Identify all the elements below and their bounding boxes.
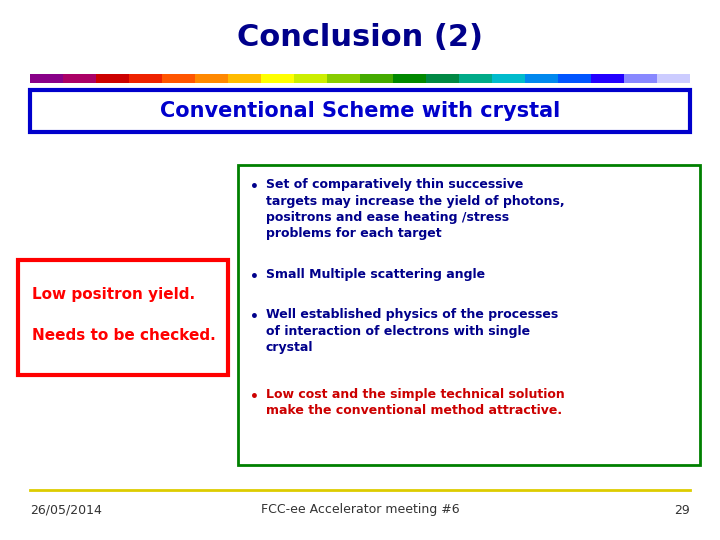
Bar xyxy=(327,73,360,83)
Bar xyxy=(624,73,657,83)
Bar xyxy=(96,73,129,83)
Bar xyxy=(426,73,459,83)
Text: Set of comparatively thin successive
targets may increase the yield of photons,
: Set of comparatively thin successive tar… xyxy=(266,178,564,240)
Bar xyxy=(30,90,690,132)
Bar xyxy=(393,73,426,83)
Bar xyxy=(162,73,195,83)
Text: •: • xyxy=(250,310,258,324)
Bar xyxy=(294,73,327,83)
Bar xyxy=(558,73,591,83)
Bar xyxy=(30,73,63,83)
Bar xyxy=(459,73,492,83)
Bar xyxy=(261,73,294,83)
Text: 26/05/2014: 26/05/2014 xyxy=(30,503,102,516)
Bar xyxy=(228,73,261,83)
Bar xyxy=(525,73,558,83)
Text: •: • xyxy=(250,390,258,404)
Text: Well established physics of the processes
of interaction of electrons with singl: Well established physics of the processe… xyxy=(266,308,558,354)
Bar xyxy=(591,73,624,83)
Bar xyxy=(238,165,700,465)
Text: •: • xyxy=(250,270,258,284)
Text: Conclusion (2): Conclusion (2) xyxy=(237,24,483,52)
Text: Needs to be checked.: Needs to be checked. xyxy=(32,327,216,342)
Text: FCC-ee Accelerator meeting #6: FCC-ee Accelerator meeting #6 xyxy=(261,503,459,516)
Bar xyxy=(18,260,228,375)
Text: Small Multiple scattering angle: Small Multiple scattering angle xyxy=(266,268,485,281)
Text: Low cost and the simple technical solution
make the conventional method attracti: Low cost and the simple technical soluti… xyxy=(266,388,564,417)
Bar xyxy=(63,73,96,83)
Text: •: • xyxy=(250,180,258,194)
Bar xyxy=(129,73,162,83)
Text: Low positron yield.: Low positron yield. xyxy=(32,287,195,302)
Text: Conventional Scheme with crystal: Conventional Scheme with crystal xyxy=(160,101,560,121)
Text: 29: 29 xyxy=(674,503,690,516)
Bar xyxy=(492,73,525,83)
Bar xyxy=(657,73,690,83)
Bar xyxy=(360,73,393,83)
Bar xyxy=(195,73,228,83)
